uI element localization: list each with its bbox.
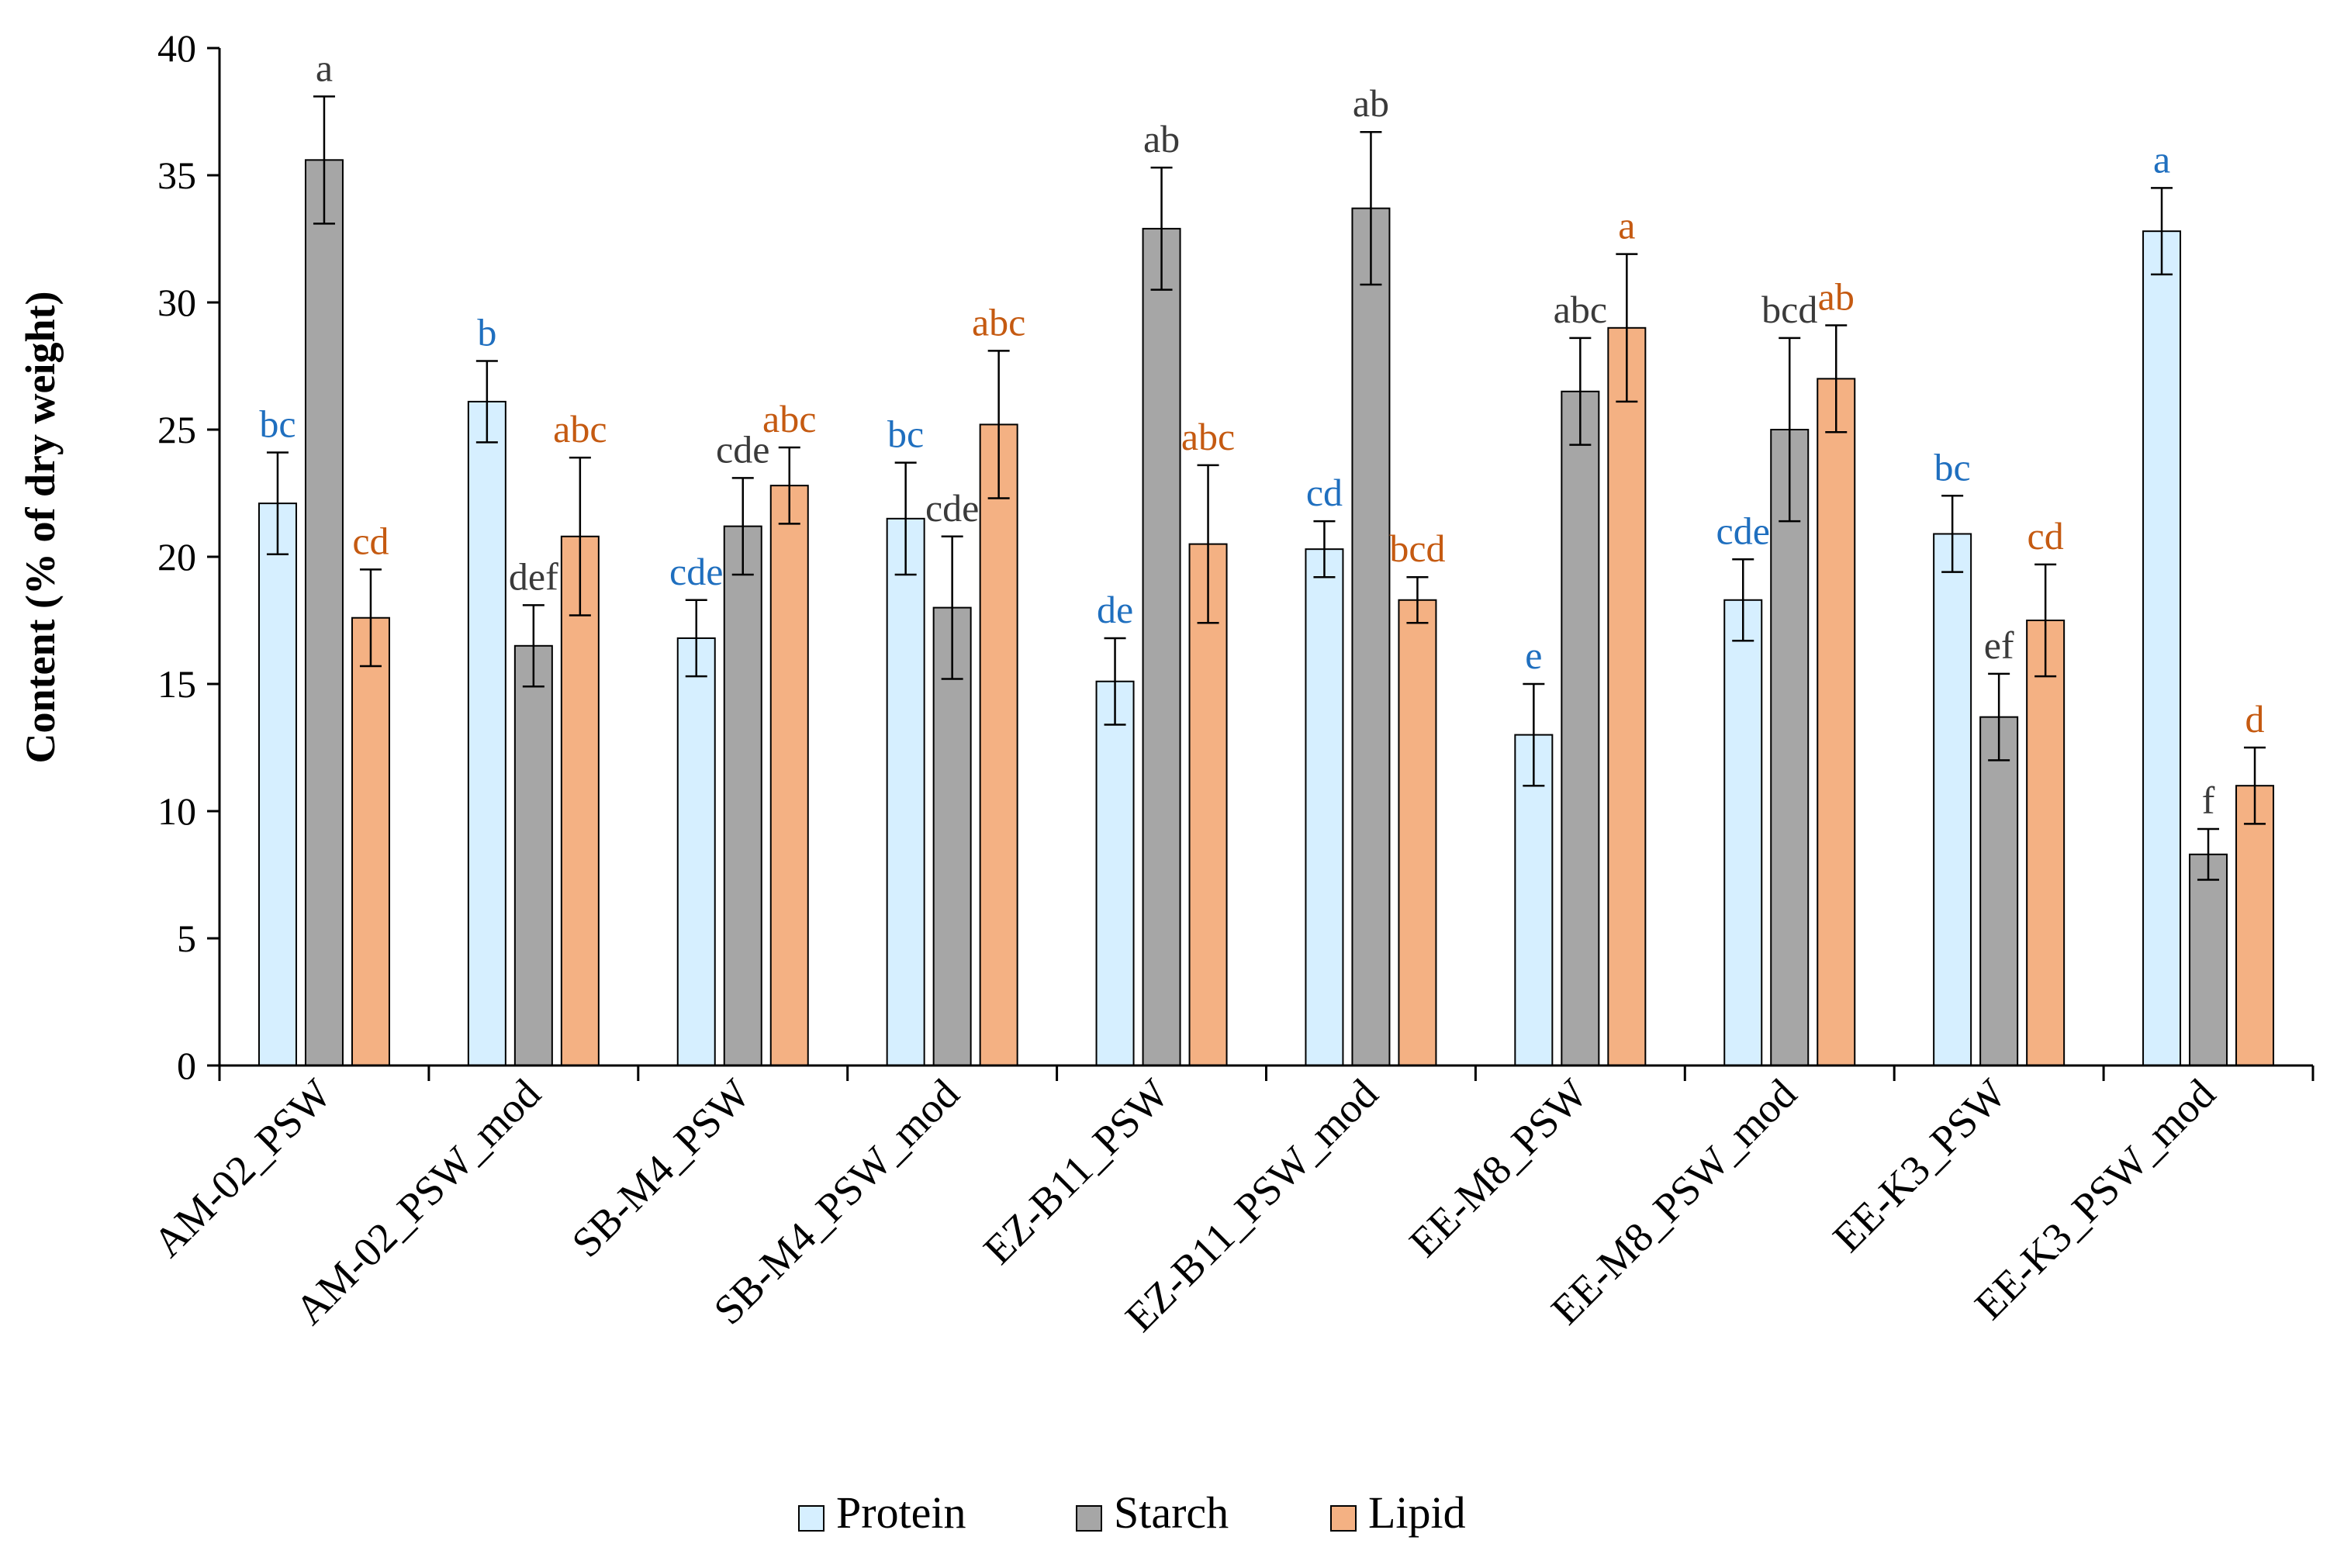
significance-letter: abc xyxy=(1181,415,1235,458)
significance-letter: cde xyxy=(925,486,979,530)
bar-starch xyxy=(932,606,972,1066)
significance-letter: bcd xyxy=(1761,288,1817,331)
significance-letter: b xyxy=(477,310,496,354)
y-tick-label: 35 xyxy=(157,154,196,197)
y-tick-label: 20 xyxy=(157,535,196,579)
significance-letter: bc xyxy=(259,402,296,446)
bar-lipid xyxy=(351,616,390,1066)
significance-letter: a xyxy=(316,46,333,89)
significance-letter: cde xyxy=(716,427,769,471)
y-axis-label: Content (% of dry weight) xyxy=(17,292,64,764)
y-tick-label: 5 xyxy=(177,917,196,960)
significance-letter: bc xyxy=(1934,445,1971,489)
y-tick-label: 10 xyxy=(157,789,196,833)
bar-starch xyxy=(723,525,762,1066)
significance-letter: de xyxy=(1097,588,1133,631)
x-category-label: EE-M8_PSW xyxy=(1400,1070,1595,1266)
bar-lipid xyxy=(1398,599,1437,1066)
bar-starch xyxy=(2189,853,2228,1066)
legend-swatch-starch xyxy=(1076,1505,1102,1532)
legend-swatch-protein xyxy=(798,1505,824,1532)
bar-protein xyxy=(1723,599,1763,1066)
x-category-label: EZ-B11_PSW xyxy=(974,1070,1177,1273)
bar-protein xyxy=(1933,533,1972,1066)
bar-lipid xyxy=(769,485,809,1066)
bar-starch xyxy=(1979,716,2019,1066)
y-tick-label: 40 xyxy=(157,26,196,70)
bar-protein xyxy=(676,637,716,1066)
bar-protein xyxy=(1095,680,1135,1066)
significance-letter: bcd xyxy=(1389,527,1445,570)
significance-letter: bc xyxy=(887,413,924,456)
significance-letter: ab xyxy=(1143,117,1180,161)
x-category-label: AM-02_PSW xyxy=(144,1070,340,1266)
bar-protein xyxy=(1305,548,1344,1066)
significance-letter: ef xyxy=(1984,623,2014,667)
bar-protein xyxy=(258,503,297,1066)
y-tick-label: 25 xyxy=(157,408,196,451)
bar-protein xyxy=(2142,230,2182,1066)
x-category-label: EE-K3_PSW xyxy=(1824,1070,2015,1261)
significance-letter: cde xyxy=(1716,509,1770,552)
significance-letter: ab xyxy=(1353,81,1389,125)
bar-lipid xyxy=(2235,785,2275,1066)
y-tick-label: 0 xyxy=(177,1044,196,1087)
bar-protein xyxy=(1514,734,1554,1066)
axes-layer xyxy=(218,48,2314,1081)
y-tick-label: 30 xyxy=(157,281,196,324)
x-category-label: SB-M4_PSW xyxy=(563,1070,759,1266)
bar-protein xyxy=(467,400,506,1066)
legend-swatch-lipid xyxy=(1330,1505,1357,1532)
bar-starch xyxy=(1770,429,1810,1066)
bar-starch xyxy=(1351,207,1391,1066)
legend-label-starch: Starch xyxy=(1114,1487,1229,1538)
bar-starch xyxy=(1561,390,1600,1066)
y-tick-label: 15 xyxy=(157,662,196,706)
legend-label-protein: Protein xyxy=(836,1487,966,1538)
significance-letter: abc xyxy=(553,407,607,451)
legend: Protein Starch Lipid xyxy=(798,1487,1466,1538)
bar-starch xyxy=(513,644,553,1066)
bar-lipid xyxy=(1607,326,1647,1066)
bar-lipid xyxy=(2026,620,2066,1066)
bar-starch xyxy=(304,159,344,1067)
y-axis-ticks: 0 5 10 15 20 25 30 35 40 xyxy=(157,26,220,1087)
significance-letter: cd xyxy=(1306,471,1343,514)
significance-letter: def xyxy=(509,554,558,598)
significance-letter: a xyxy=(1618,204,1635,247)
significance-letter: abc xyxy=(1554,288,1607,331)
significance-letter: f xyxy=(2202,779,2215,822)
significance-letter: e xyxy=(1525,634,1542,677)
significance-letter: a xyxy=(2153,137,2170,181)
significance-letter: cd xyxy=(2028,514,2064,558)
significance-letter: ab xyxy=(1818,275,1855,319)
bar-lipid xyxy=(1188,543,1228,1066)
significance-letter: abc xyxy=(972,300,1025,344)
significance-letter: cd xyxy=(352,519,389,562)
bar-lipid xyxy=(979,423,1018,1066)
bar-protein xyxy=(886,517,925,1066)
bar-lipid xyxy=(1817,378,1856,1066)
legend-label-lipid: Lipid xyxy=(1368,1487,1466,1538)
bar-lipid xyxy=(560,535,600,1066)
bar-starch xyxy=(1142,227,1181,1066)
significance-letter: cde xyxy=(669,550,723,593)
significance-letter: abc xyxy=(762,397,816,440)
significance-letter: d xyxy=(2245,697,2265,741)
